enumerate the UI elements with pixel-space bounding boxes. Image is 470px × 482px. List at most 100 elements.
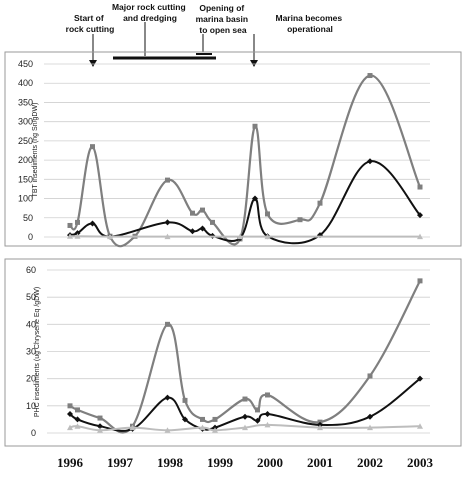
tbt-panel: 0 50 100 150 200 250 300 350 400 450 TBT insedime… (4, 51, 462, 248)
y-tick-label: 10 (26, 401, 36, 411)
data-point-diamond (97, 423, 103, 430)
data-point-triangle (264, 421, 271, 428)
x-tick-label: 2001 (307, 455, 333, 470)
x-tick-label: 1997 (107, 455, 134, 470)
annotation-marina-operational: Marina becomes operational (276, 13, 345, 34)
data-point-triangle (74, 233, 81, 239)
x-tick-label: 1999 (207, 455, 234, 470)
data-point-diamond (252, 195, 258, 202)
phc-panel-frame (4, 258, 462, 447)
series-line-dark-diamond (69, 160, 421, 245)
data-point-square (97, 415, 103, 421)
y-tick-label: 150 (18, 174, 33, 184)
data-point-triangle (129, 424, 136, 431)
data-point-triangle (199, 424, 206, 431)
annotation-line: and dredging (123, 13, 177, 23)
data-point-diamond (189, 228, 196, 235)
y-tick-label: 0 (31, 428, 36, 438)
data-point-square (252, 123, 258, 129)
data-point-square (417, 278, 423, 284)
phc-series (67, 278, 423, 434)
data-point-triangle (317, 424, 323, 431)
annotation-line: Opening of (199, 3, 244, 13)
annotation-line: operational (287, 24, 333, 34)
data-point-square (90, 144, 95, 150)
data-point-triangle (212, 427, 218, 433)
data-point-triangle (417, 233, 423, 240)
data-point-triangle (67, 424, 73, 431)
data-point-triangle (74, 423, 81, 429)
data-point-triangle (67, 233, 73, 239)
y-tick-label: 250 (18, 136, 33, 146)
phc-panel: 0 10 20 30 40 50 60 PHC insediments (ug Chryse… (4, 258, 462, 447)
annotation-line: Marina becomes (276, 13, 343, 23)
y-tick-label: 350 (18, 97, 33, 107)
x-tick-label: 2003 (407, 455, 434, 470)
data-point-diamond (199, 225, 206, 232)
data-point-diamond (182, 416, 188, 423)
y-tick-label: 30 (26, 347, 36, 357)
data-point-square (200, 416, 205, 422)
data-point-square (297, 217, 303, 223)
data-point-square (210, 219, 215, 225)
data-point-square (255, 407, 260, 413)
x-tick-label: 2000 (257, 455, 283, 470)
data-point-square (265, 392, 270, 398)
data-point-square (75, 219, 80, 225)
data-point-diamond (242, 413, 248, 420)
y-tick-label: 20 (26, 374, 36, 384)
annotation-opening-of-marina: Opening of marina basin to open sea (196, 3, 251, 35)
data-point-diamond (74, 230, 81, 237)
data-point-diamond (264, 410, 271, 417)
y-tick-label: 50 (26, 292, 36, 302)
data-point-square (165, 177, 170, 183)
data-point-diamond (164, 394, 171, 401)
data-point-square (317, 200, 323, 206)
data-point-square (190, 210, 195, 216)
data-point-square (165, 321, 170, 327)
data-point-triangle (107, 233, 113, 240)
data-point-square (67, 403, 73, 409)
y-tick-label: 40 (26, 319, 36, 329)
series-line-dark-diamond (69, 377, 421, 432)
data-point-diamond (89, 220, 96, 227)
y-tick-label: 60 (26, 265, 36, 275)
data-point-diamond (254, 417, 261, 424)
tbt-y-axis-label: TBT insediments (ng Sn/gDW) (32, 103, 39, 198)
data-point-triangle (367, 424, 373, 431)
series-line-medium-square (69, 280, 421, 434)
data-point-square (67, 222, 73, 228)
data-point-triangle (417, 423, 423, 429)
data-point-triangle (242, 424, 248, 431)
tbt-y-tick-labels: 0 50 100 150 200 250 300 350 400 450 (18, 59, 33, 242)
data-point-square (417, 184, 423, 190)
data-point-triangle (264, 233, 271, 240)
tbt-gridlines (44, 63, 430, 238)
data-point-diamond (417, 212, 423, 219)
y-tick-label: 450 (18, 59, 33, 69)
annotation-line: rock cutting (66, 24, 115, 34)
start-arrow-head (89, 60, 97, 67)
x-tick-labels: 1996 1997 1998 1999 2000 2001 2002 2003 (57, 455, 434, 470)
tbt-panel-frame (4, 51, 462, 247)
data-point-triangle (164, 233, 171, 240)
data-point-square (212, 416, 218, 422)
y-tick-label: 50 (23, 213, 33, 223)
data-point-triangle (237, 233, 243, 240)
phc-y-tick-labels: 0 10 20 30 40 50 60 (26, 265, 36, 438)
data-point-triangle (97, 427, 103, 433)
data-point-diamond (367, 158, 373, 165)
operational-arrow-head (250, 60, 258, 67)
data-point-diamond (67, 410, 73, 417)
data-point-square (75, 407, 80, 413)
series-line-light-triangle (69, 423, 421, 432)
phc-gridlines (47, 269, 430, 434)
annotation-line: Start of (74, 13, 104, 23)
data-point-square (242, 396, 248, 402)
data-point-square (200, 207, 205, 213)
annotation-line: marina basin (196, 14, 248, 24)
annotation-line: to open sea (199, 25, 247, 35)
data-point-square (182, 397, 188, 403)
data-point-diamond (367, 413, 373, 420)
